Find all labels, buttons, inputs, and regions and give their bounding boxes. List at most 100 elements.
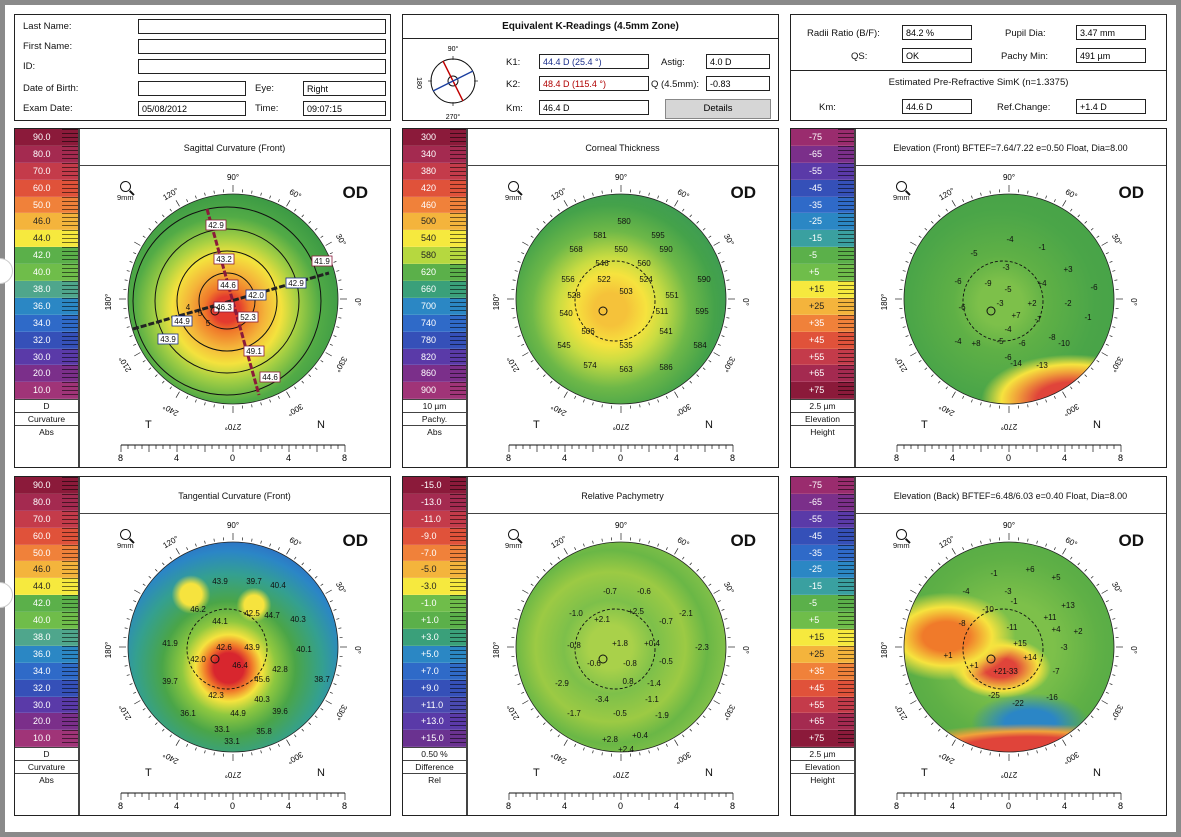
eye-field[interactable]: Right — [303, 81, 386, 96]
map-value: +2.8 — [602, 735, 618, 744]
angle-label: 180° — [880, 642, 889, 659]
map-value: 42.9 — [208, 221, 224, 230]
first-name-field[interactable] — [138, 39, 386, 54]
map-panel-thick[interactable]: 300 340 380 420 460 500 540 580 620 660 700 740 780 8… — [402, 128, 779, 468]
topography-map[interactable]: 90°120° 60°30°0°180°210°240°270°300°330°-… — [467, 521, 779, 791]
scale-step: 660 — [403, 281, 466, 298]
map-area: Elevation (Back) BFTEF=6.48/6.03 e=0.40 … — [855, 477, 1166, 815]
ruler-tick-label: 8 — [342, 453, 348, 463]
map-value: 524 — [639, 275, 653, 284]
map-value: 522 — [597, 275, 611, 284]
scale-step: +75 — [791, 382, 854, 400]
scale-step: -45 — [791, 179, 854, 197]
ruler-tick-label: 4 — [174, 453, 180, 463]
map-value: +7 — [1011, 311, 1021, 320]
scale-step: +5.0 — [403, 645, 466, 663]
last-name-field[interactable] — [138, 19, 386, 34]
map-value: -25 — [988, 691, 1000, 700]
scale-step: 34.0 — [15, 314, 78, 332]
map-value: -2.3 — [695, 643, 709, 652]
angle-label: 180° — [104, 294, 113, 311]
map-panel-sag[interactable]: 90.0 80.0 70.0 60.0 50.0 46.0 44.0 42.0 40.0 38.0… — [14, 128, 391, 468]
ruler-tick-label: 0 — [1006, 801, 1012, 811]
map-value: -2.9 — [555, 679, 569, 688]
k2-label: K2: — [506, 79, 521, 90]
scale-step: -5.0 — [403, 561, 466, 579]
map-panel-tan[interactable]: 90.0 80.0 70.0 60.0 50.0 46.0 44.0 42.0 40.0 38.0… — [14, 476, 391, 816]
map-value: 41.9 — [162, 639, 178, 648]
exam-date-field[interactable]: 05/08/2012 — [138, 101, 246, 116]
topography-map[interactable]: 90°120° 60°30°0°180°210°240°270°300°330°5… — [467, 173, 779, 443]
scale-step: 80.0 — [15, 493, 78, 511]
zoom-icon[interactable]: 9mm — [117, 181, 134, 202]
scale-step: -35 — [791, 196, 854, 214]
eye-od-label: OD — [730, 531, 757, 550]
ruler-tick-label: 8 — [730, 453, 736, 463]
scale-footer-3: Rel — [403, 773, 466, 787]
zoom-icon[interactable]: 9mm — [505, 181, 522, 202]
k-value-box — [259, 371, 281, 383]
map-value: +14 — [1023, 653, 1037, 662]
angle-label: 180° — [492, 294, 501, 311]
scale-step: +75 — [791, 730, 854, 748]
zoom-icon[interactable]: 9mm — [117, 529, 134, 550]
map-area: Elevation (Front) BFTEF=7.64/7.22 e=0.50… — [855, 129, 1166, 467]
pupil-center-marker — [986, 306, 996, 316]
map-value: -13 — [1036, 361, 1048, 370]
scale-step: 46.0 — [15, 213, 78, 231]
scale-step: 20.0 — [15, 365, 78, 383]
scale-step: 90.0 — [15, 477, 78, 494]
map-value: +2.5 — [628, 607, 644, 616]
angle-label: 270° — [613, 770, 630, 779]
scale-step: 620 — [403, 264, 466, 282]
axis-dial: 90° 270° 180 — [415, 45, 478, 121]
time-field[interactable]: 09:07:15 — [303, 101, 386, 116]
map-value: -7 — [1052, 667, 1060, 676]
map-value: 39.7 — [246, 577, 262, 586]
map-panel-relpachy[interactable]: -15.0 -13.0 -11.0 -9.0 -7.0 -5.0 -3.0 -1.0 +1.0 +… — [402, 476, 779, 816]
zoom-icon[interactable]: 9mm — [505, 529, 522, 550]
pupil-center-marker — [986, 654, 996, 664]
map-panel-elevf[interactable]: -75 -65 -55 -45 -35 -25 -15 -5 +5 +15 +25 +35 +45 +55… — [790, 128, 1167, 468]
map-value: +13 — [1061, 601, 1075, 610]
id-label: ID: — [23, 61, 36, 72]
scale-step: -55 — [791, 510, 854, 528]
map-panel-elevb[interactable]: -75 -65 -55 -45 -35 -25 -15 -5 +5 +15 +25 +35 +45 +55… — [790, 476, 1167, 816]
map-value: -1 — [1010, 597, 1018, 606]
angle-label: 0° — [741, 646, 750, 654]
ruler-tick-label: 4 — [286, 801, 292, 811]
zoom-icon[interactable]: 9mm — [893, 529, 910, 550]
topography-map[interactable]: 90°120° 60°30°0°180°210°240°270°300°330°-… — [855, 173, 1167, 443]
map-value: -0.8 — [623, 659, 637, 668]
map-value: -0.6 — [587, 659, 601, 668]
pupil-dia-field: 3.47 mm — [1076, 25, 1146, 40]
dob-field[interactable] — [138, 81, 246, 96]
ruler-tick-label: 4 — [674, 801, 680, 811]
map-value: +3 — [1063, 265, 1073, 274]
details-button[interactable]: Details — [665, 99, 771, 119]
zoom-icon[interactable]: 9mm — [893, 181, 910, 202]
map-value: 540 — [559, 309, 573, 318]
angle-label: 90° — [227, 521, 239, 530]
map-value: 41.9 — [314, 257, 330, 266]
scale-footer-3: Abs — [15, 425, 78, 439]
id-field[interactable] — [138, 59, 386, 74]
scale-step: -15 — [791, 578, 854, 596]
angle-label: 180° — [104, 642, 113, 659]
ref-change-field: +1.4 D — [1076, 99, 1146, 114]
map-value: 40.3 — [290, 615, 306, 624]
map-value: -2 — [1064, 299, 1072, 308]
scale-footer-3: Abs — [15, 773, 78, 787]
topography-map[interactable]: 90°120° 60°30°0°180°210°240°270°300°330°-… — [855, 521, 1167, 791]
scale-step: 780 — [403, 331, 466, 349]
map-value: -2.1 — [679, 609, 693, 618]
scale-step: 50.0 — [15, 196, 78, 214]
ruler-tick-label: 0 — [1006, 453, 1012, 463]
map-value: -1.7 — [567, 709, 581, 718]
angle-label: 300° — [674, 750, 693, 766]
map-value: -9 — [984, 279, 992, 288]
map-value: -3 — [1060, 643, 1068, 652]
topography-map[interactable]: 90°120° 60°30°0°180°210°240°270°300°330°4… — [79, 173, 391, 443]
topography-map[interactable]: 90°120° 60°30°0°180°210°240°270°300°330°4… — [79, 521, 391, 791]
scale-step: 38.0 — [15, 629, 78, 646]
